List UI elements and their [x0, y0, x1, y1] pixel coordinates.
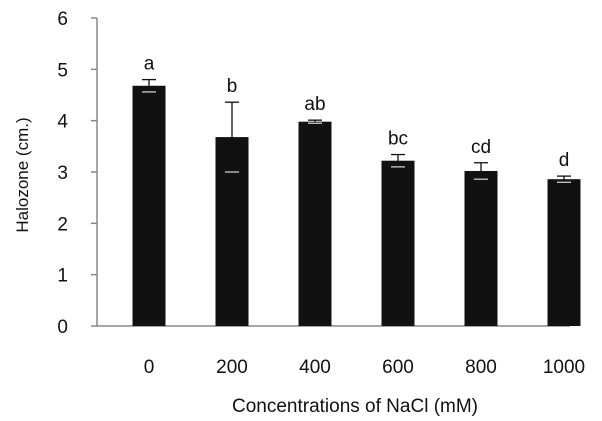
x-tick-label: 600 — [382, 357, 414, 378]
error-bar — [142, 78, 156, 93]
x-axis: 0 200 400 600 800 1000 — [97, 325, 585, 378]
significance-letter: a — [144, 54, 155, 75]
y-axis-label: Halozone (cm.) — [13, 117, 32, 232]
y-tick-label: 2 — [57, 214, 68, 235]
error-bar — [225, 101, 239, 173]
significance-letter: cd — [471, 137, 491, 158]
significance-letter: d — [559, 150, 570, 171]
x-tick-label: 400 — [299, 357, 331, 378]
significance-letter: bc — [388, 129, 408, 150]
bars — [132, 85, 581, 327]
error-bar — [391, 153, 405, 168]
y-tick-label: 1 — [57, 266, 68, 287]
x-tick-label: 200 — [216, 357, 248, 378]
error-bars — [142, 78, 571, 183]
bar — [298, 121, 332, 327]
y-tick-label: 4 — [57, 112, 68, 133]
bar — [547, 179, 581, 326]
y-tick-label: 5 — [57, 60, 68, 81]
y-tick-label: 6 — [57, 9, 68, 30]
bar — [464, 170, 498, 326]
bar — [381, 160, 415, 326]
error-bar — [557, 175, 571, 183]
y-axis: 0 1 2 3 4 5 6 — [57, 9, 98, 338]
y-tick-label: 0 — [57, 317, 68, 338]
error-bar — [308, 119, 322, 124]
x-tick-label: 0 — [144, 357, 155, 378]
x-axis-label: Concentrations of NaCl (mM) — [232, 396, 478, 417]
significance-letter: b — [227, 76, 238, 97]
y-tick-label: 3 — [57, 163, 68, 184]
x-tick-label: 800 — [465, 357, 497, 378]
significance-letter: ab — [304, 94, 325, 115]
x-tick-label: 1000 — [543, 357, 585, 378]
bar — [132, 85, 166, 326]
error-bar — [474, 162, 488, 180]
